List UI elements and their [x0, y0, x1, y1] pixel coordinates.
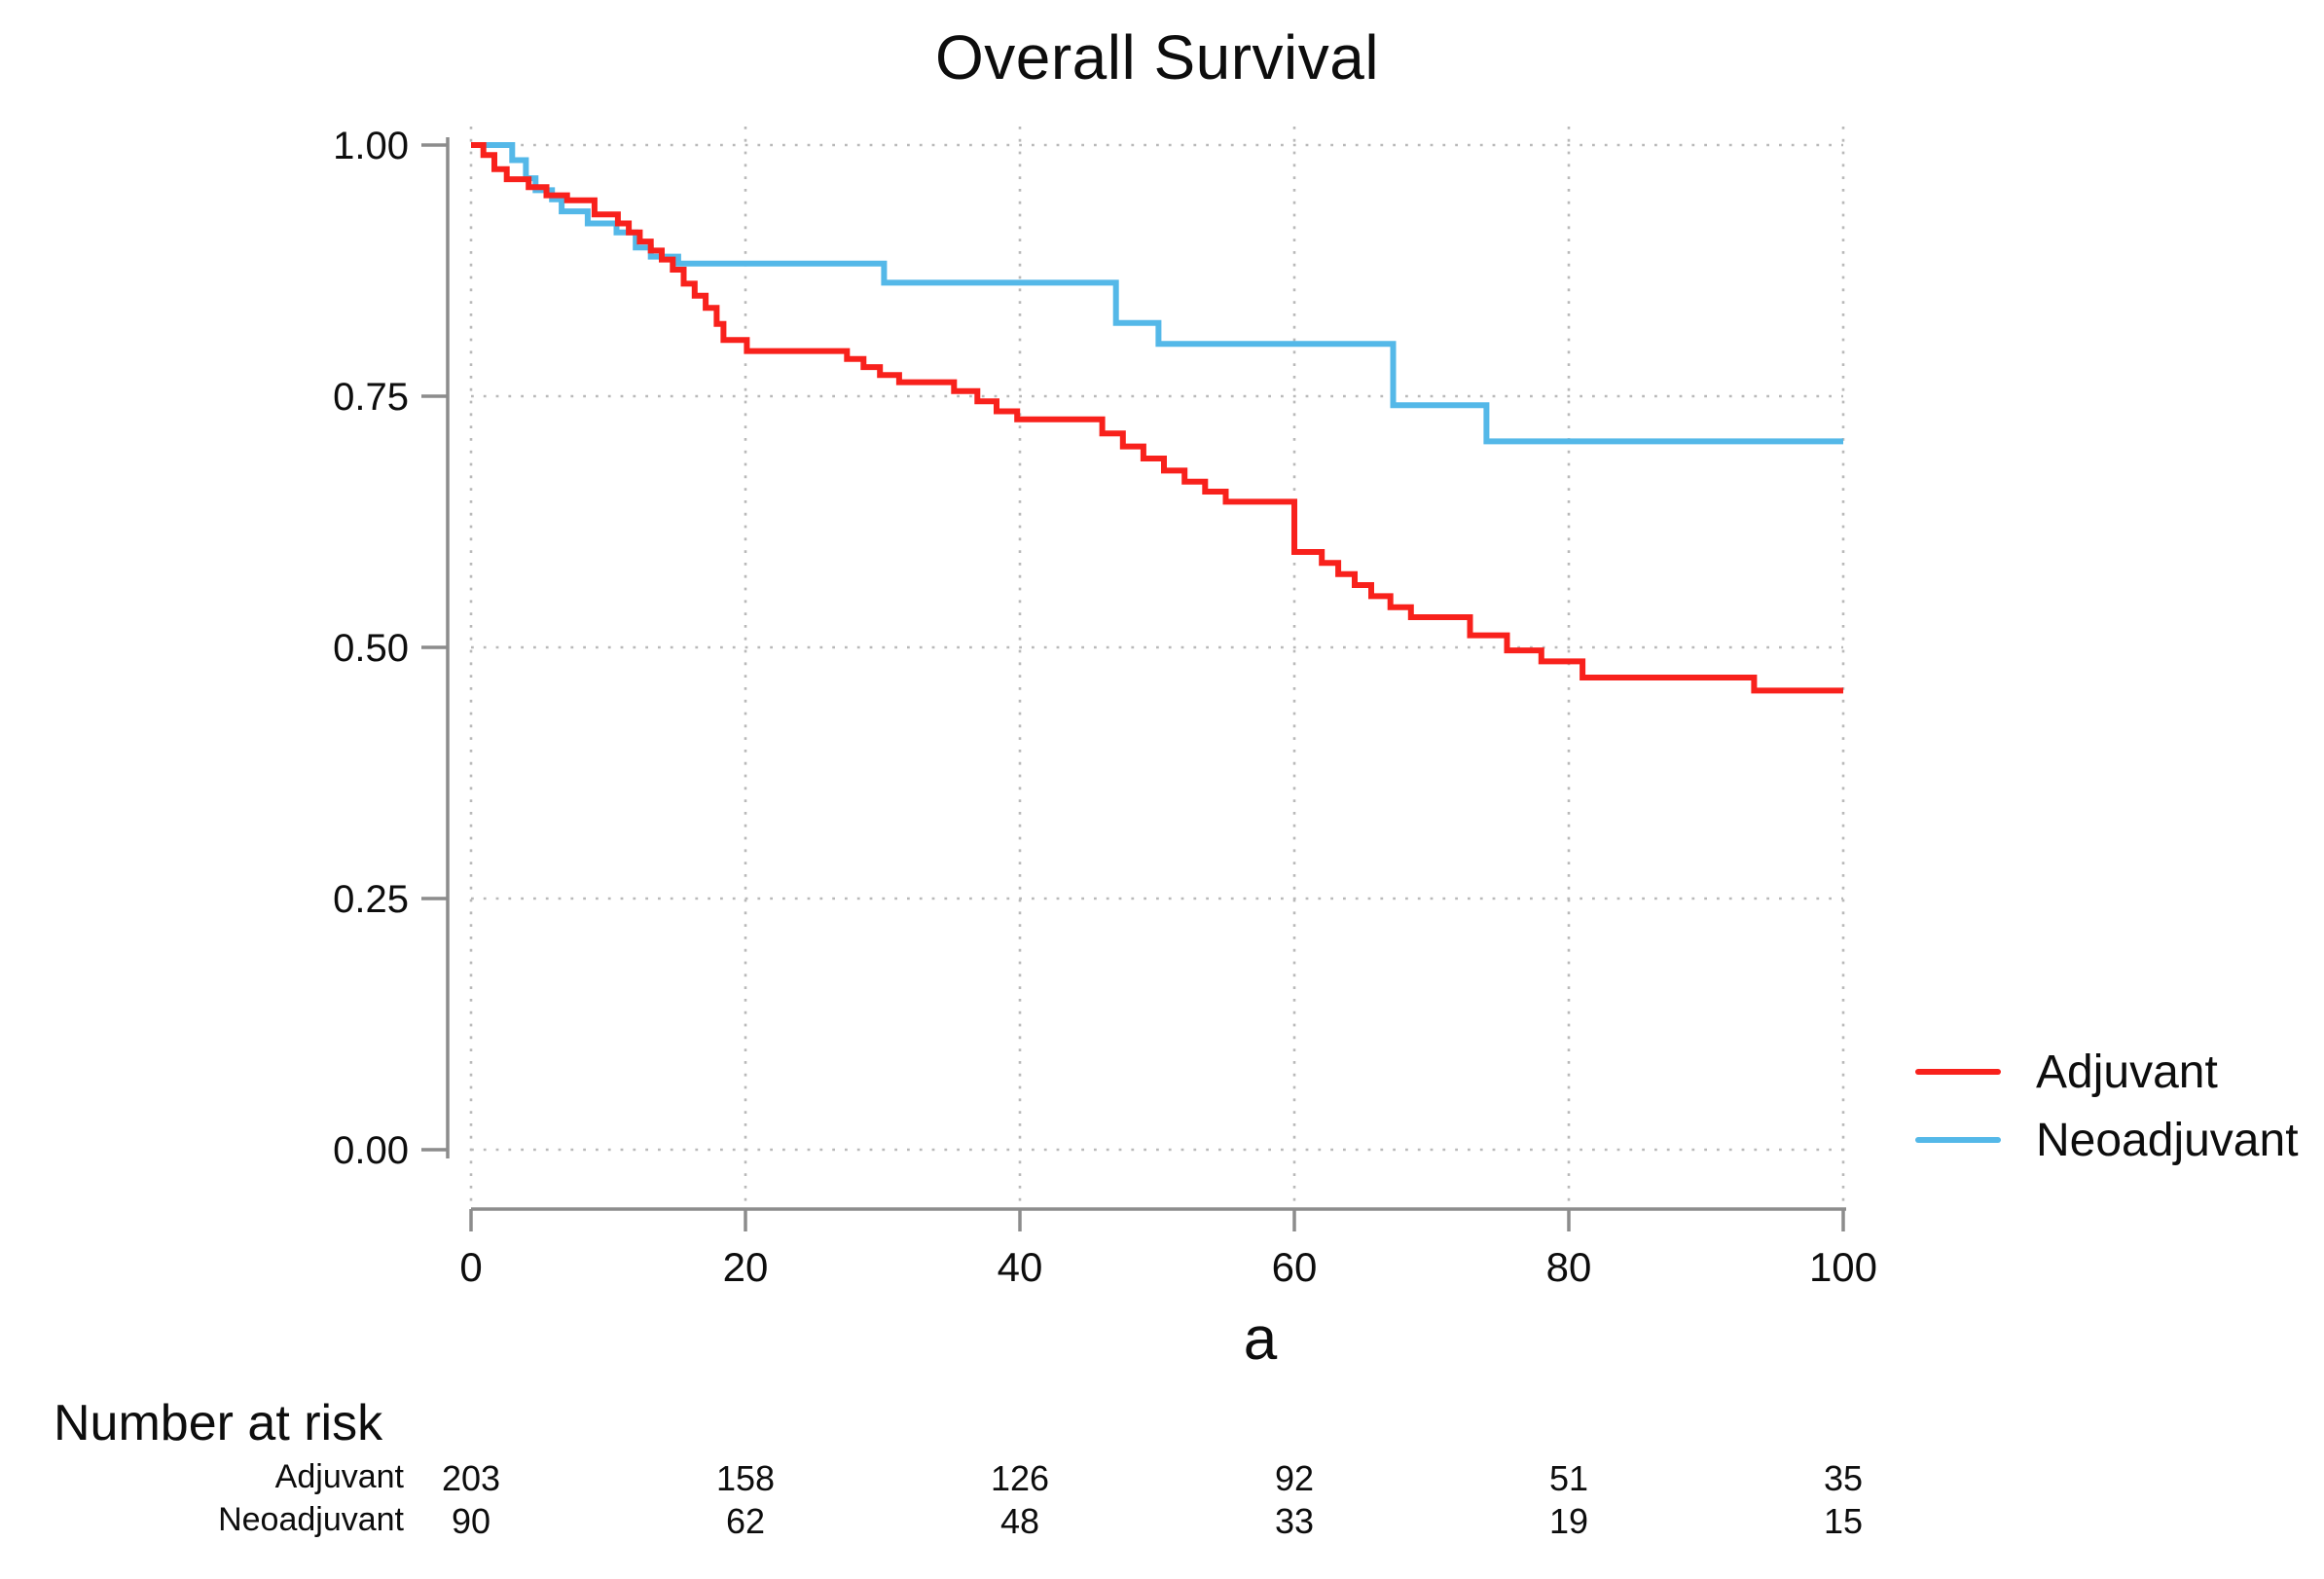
neoadjuvant-survival-curve: [471, 142, 1843, 445]
risk-count-adjuvant-t60: 92: [1274, 1458, 1315, 1498]
gridlines: [469, 127, 1845, 1209]
legend-item-neoadjuvant: Neoadjuvant: [1915, 1106, 2299, 1174]
svg-text:20: 20: [723, 1244, 769, 1290]
svg-text:0.75: 0.75: [333, 376, 409, 419]
legend-item-adjuvant: Adjuvant: [1915, 1038, 2299, 1106]
svg-text:0.00: 0.00: [333, 1129, 409, 1172]
svg-text:1.00: 1.00: [333, 125, 409, 167]
risk-count-neoadjuvant-t60: 33: [1274, 1501, 1315, 1541]
risk-row-label-adjuvant: Adjuvant: [274, 1458, 404, 1495]
risk-count-adjuvant-t80: 51: [1548, 1458, 1589, 1498]
legend: Adjuvant Neoadjuvant: [1915, 1038, 2299, 1174]
x-axis-label: a: [1243, 1305, 1278, 1373]
svg-text:80: 80: [1546, 1244, 1592, 1290]
risk-count-adjuvant-t0: 203: [441, 1458, 501, 1498]
legend-label-adjuvant: Adjuvant: [2036, 1046, 2218, 1098]
legend-label-neoadjuvant: Neoadjuvant: [2036, 1114, 2299, 1166]
adjuvant-line-swatch: [1915, 1069, 2001, 1075]
x-tick-labels: 0 20 40 60 80 100: [459, 1244, 1877, 1290]
svg-text:60: 60: [1272, 1244, 1318, 1290]
risk-count-adjuvant-t100: 35: [1823, 1458, 1864, 1498]
x-axis: [469, 1207, 1846, 1231]
svg-text:100: 100: [1809, 1244, 1877, 1290]
svg-text:0.50: 0.50: [333, 627, 409, 670]
risk-table-heading: Number at risk: [54, 1395, 383, 1451]
risk-count-neoadjuvant-t80: 19: [1548, 1501, 1589, 1541]
neoadjuvant-line-swatch: [1915, 1137, 2001, 1143]
risk-count-adjuvant-t40: 126: [990, 1458, 1050, 1498]
risk-count-neoadjuvant-t40: 48: [999, 1501, 1040, 1541]
y-axis: [421, 137, 450, 1158]
risk-count-neoadjuvant-t100: 15: [1823, 1501, 1864, 1541]
svg-text:40: 40: [998, 1244, 1043, 1290]
risk-count-neoadjuvant-t0: 90: [451, 1501, 491, 1541]
risk-count-adjuvant-t20: 158: [715, 1458, 776, 1498]
svg-text:0: 0: [459, 1244, 482, 1290]
chart-title: Overall Survival: [934, 22, 1380, 92]
y-tick-labels: 1.00 0.75 0.50 0.25 0.00: [333, 125, 409, 1172]
risk-count-neoadjuvant-t20: 62: [725, 1501, 766, 1541]
svg-text:0.25: 0.25: [333, 878, 409, 921]
adjuvant-survival-curve: [471, 142, 1843, 694]
risk-row-label-neoadjuvant: Neoadjuvant: [218, 1501, 404, 1538]
